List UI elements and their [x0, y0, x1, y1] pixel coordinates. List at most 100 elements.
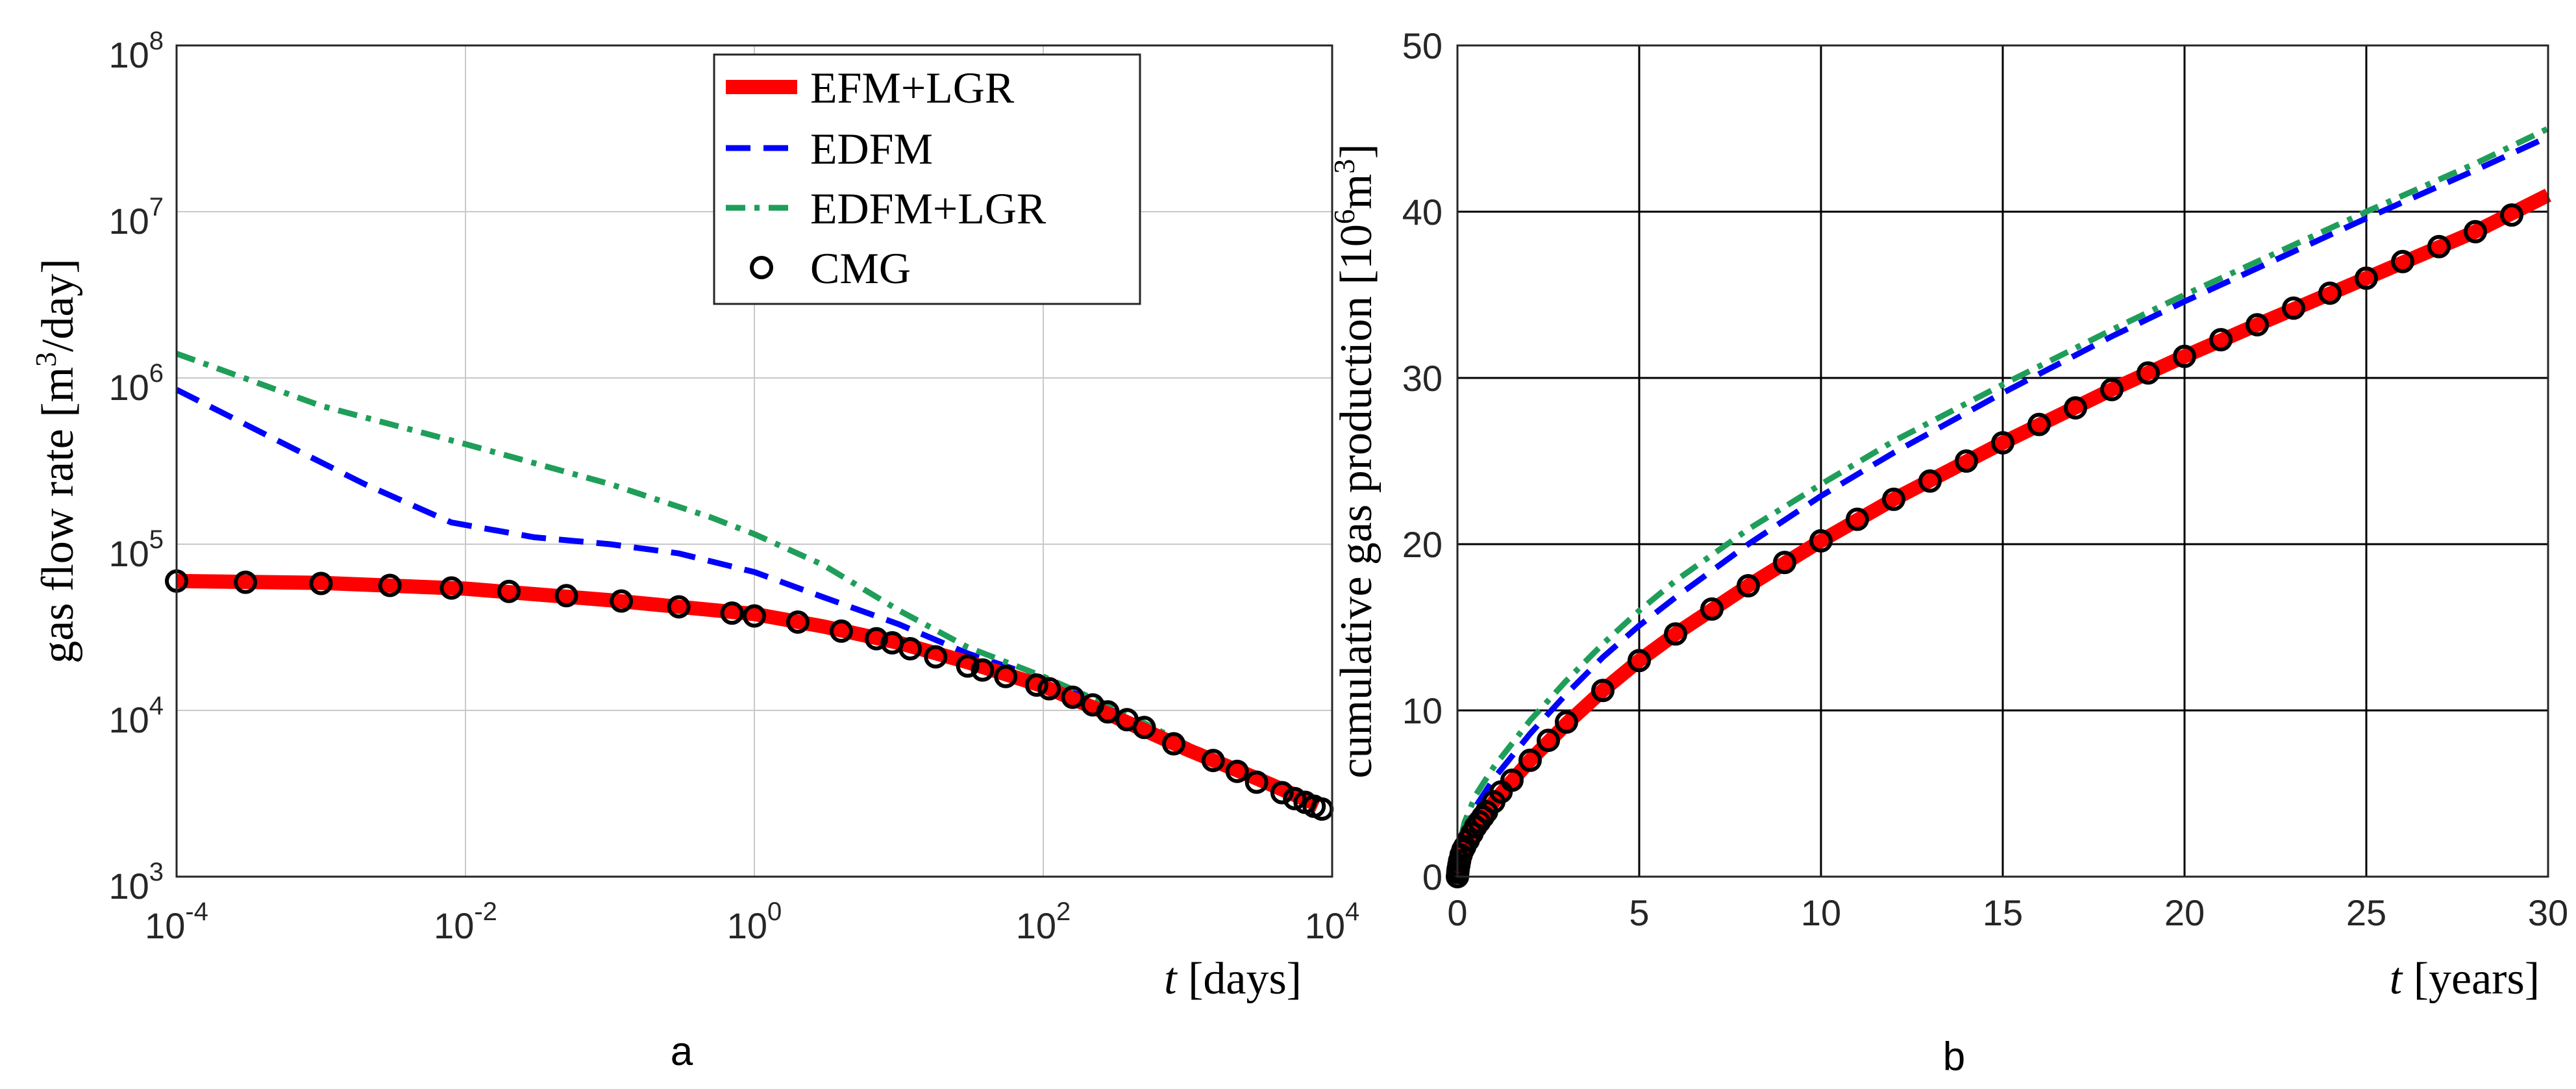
cmg-marker-b [2464, 219, 2487, 244]
cmg-marker-a [234, 570, 258, 594]
series-line-edfm-b [1454, 134, 2549, 877]
cmg-marker-b [2282, 296, 2305, 320]
x-tick-labels-a: 10-4 10-2 100 102 104 [145, 897, 1359, 946]
y-axis-label-a: gas flow rate [m3/day] [29, 258, 83, 664]
y-tick-label-a: 105 [108, 525, 164, 574]
x-tick-label-a: 104 [1305, 897, 1360, 946]
series-group-b [1446, 125, 2551, 888]
cmg-marker-a [1270, 781, 1294, 805]
x-tick-label-a: 10-4 [145, 897, 208, 946]
cmg-marker-a [865, 627, 889, 651]
series-line-efm-lgr-a [176, 573, 1321, 812]
x-tick-label-b: 25 [2346, 892, 2386, 933]
cmg-marker-b [1700, 597, 1724, 621]
y-tick-label-a: 103 [108, 858, 164, 907]
cmg-marker-a [1061, 685, 1085, 709]
cmg-marker-a [378, 573, 402, 597]
cmg-marker-a [1132, 716, 1156, 740]
x-axis-label-a: t [days] [1164, 954, 1302, 1004]
cmg-marker-a [1245, 770, 1269, 794]
legend: EFM+LGR EDFM EDFM+LGR CMG [713, 53, 1141, 305]
cmg-marker-b [2391, 249, 2414, 273]
cmg-marker-b [2100, 377, 2124, 401]
series-line-efm-lgr-b [1450, 188, 2551, 878]
cmg-marker-a [1283, 786, 1307, 810]
panel-a: 10-4 10-2 100 102 104 103 104 105 106 107 108 t [… [29, 27, 1359, 1074]
cmg-marker-a [1024, 673, 1048, 697]
cmg-marker-b [2136, 361, 2160, 385]
y-tick-label-b: 0 [1422, 857, 1443, 897]
cmg-marker-a [971, 658, 995, 682]
cmg-marker-b [1591, 679, 1615, 703]
cmg-marker-a [743, 604, 766, 628]
x-axis-label-b: t [years] [2390, 954, 2540, 1004]
x-tick-label-b: 15 [1983, 892, 2023, 933]
cmg-marker-a [1225, 759, 1249, 783]
cmg-marker-b [2209, 328, 2233, 352]
cmg-marker-b [1918, 469, 1942, 493]
x-tick-label-b: 5 [1629, 892, 1649, 933]
y-tick-label-a: 108 [108, 27, 164, 75]
cmg-marker-a [924, 645, 948, 669]
y-tick-labels-a: 103 104 105 106 107 108 [108, 27, 164, 907]
cmg-marker-a [610, 589, 634, 613]
cmg-marker-b [2027, 412, 2051, 436]
cmg-marker-a [440, 576, 464, 600]
legend-label-edfm: EDFM [810, 124, 933, 173]
cmg-marker-b [2064, 396, 2087, 420]
cmg-marker-a [497, 579, 521, 603]
x-tick-labels-b: 0 5 10 15 20 25 30 [1447, 892, 2568, 933]
cmg-marker-a [956, 654, 980, 678]
cmg-marker-b [2246, 313, 2269, 337]
cmg-marker-a [667, 595, 691, 619]
cmg-marker-b [1773, 551, 1796, 575]
cmg-marker-a [554, 584, 578, 608]
x-tick-label-b: 10 [1801, 892, 1841, 933]
cmg-marker-a [829, 619, 853, 643]
cmg-marker-b [1809, 529, 1833, 553]
cmg-marker-b [1882, 487, 1905, 511]
series-group-a [165, 351, 1334, 821]
y-tick-label-b: 20 [1402, 524, 1443, 565]
x-tick-label-a: 102 [1016, 897, 1071, 946]
panel-b: 0 5 10 15 20 25 30 0 10 20 30 40 50 t [years] cumul… [1328, 25, 2568, 1079]
legend-label-cmg: CMG [810, 244, 911, 293]
x-tick-label-a: 100 [727, 897, 782, 946]
x-tick-label-a: 10-2 [434, 897, 497, 946]
cmg-marker-a [1161, 732, 1185, 756]
legend-box [713, 53, 1141, 305]
cmg-marker-b [1555, 710, 1578, 734]
cmg-marker-a [1201, 749, 1225, 773]
y-tick-label-b: 30 [1402, 358, 1443, 399]
y-tick-label-a: 107 [108, 193, 164, 242]
cmg-marker-a [309, 571, 333, 595]
cmg-marker-b [1846, 507, 1869, 531]
cmg-marker-b [1518, 748, 1542, 772]
cmg-marker-a [786, 610, 810, 634]
cmg-marker-b [1991, 431, 2014, 455]
x-tick-label-b: 30 [2528, 892, 2568, 933]
panel-label-a: a [671, 1029, 693, 1074]
cmg-marker-b [2500, 203, 2523, 227]
cmg-marker-a [1096, 700, 1120, 724]
cmg-marker-b [2355, 266, 2378, 290]
cmg-marker-b [1500, 768, 1524, 792]
cmg-marker-a [994, 664, 1018, 688]
y-tick-labels-b: 0 10 20 30 40 50 [1402, 25, 1443, 897]
cmg-marker-b [1955, 449, 1978, 473]
cmg-marker-b [1664, 622, 1687, 646]
y-tick-label-b: 10 [1402, 690, 1443, 731]
cmg-marker-a [898, 637, 923, 661]
legend-marker-cmg [750, 256, 773, 279]
y-tick-label-b: 40 [1402, 192, 1443, 232]
y-tick-label-a: 106 [108, 359, 164, 408]
legend-label-efm-lgr: EFM+LGR [810, 63, 1015, 112]
cmg-marker-b [2427, 234, 2451, 258]
axes-box-a [175, 44, 1333, 878]
y-axis-label-b: cumulative gas production [106m3] [1328, 144, 1381, 778]
cmg-marker-a [720, 601, 744, 625]
x-tick-label-b: 20 [2164, 892, 2205, 933]
axes-box-b [1456, 44, 2549, 878]
cmg-marker-b [2173, 344, 2196, 368]
